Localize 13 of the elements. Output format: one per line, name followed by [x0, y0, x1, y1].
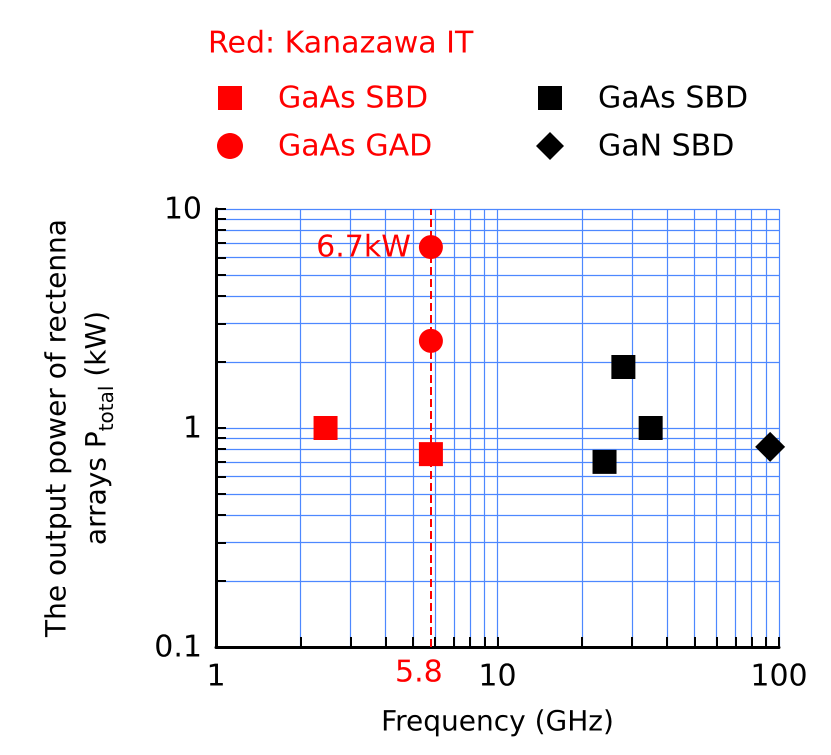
y-tick-label: 0.1 [154, 630, 202, 664]
legend-label: GaN SBD [598, 128, 734, 164]
x-tick-label: 1 [206, 658, 226, 694]
legend-label: GaAs GAD [278, 128, 432, 164]
ref-line-label: 5.8 [395, 654, 443, 690]
x-tick-label: 10 [478, 658, 517, 694]
text: Red: Kanazawa IT [208, 26, 474, 60]
legend-label: GaAs SBD [598, 80, 748, 116]
legend-label: GaAs SBD [278, 80, 428, 116]
y-tick-label: 1 [182, 410, 202, 446]
x-tick-label: 100 [750, 658, 808, 694]
y-tick-label: 10 [164, 192, 202, 226]
x-axis-title: Frequency (GHz) [381, 704, 614, 738]
